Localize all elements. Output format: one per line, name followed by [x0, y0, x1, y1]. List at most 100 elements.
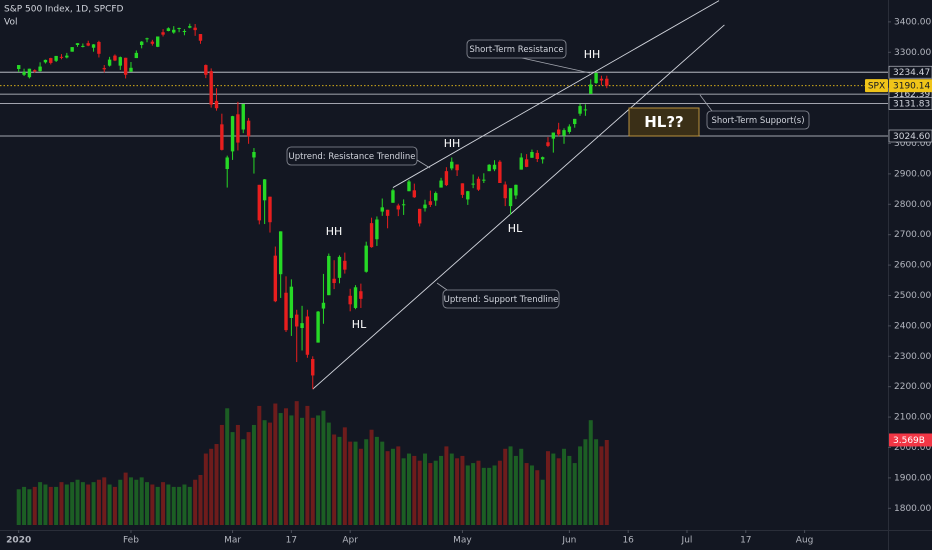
candle-body: [311, 359, 315, 376]
volume-bar: [59, 482, 64, 525]
candle-body: [524, 159, 529, 167]
candle-body: [182, 31, 187, 33]
volume-bar: [562, 448, 567, 525]
candle-body: [91, 44, 96, 48]
candle-body: [59, 56, 64, 58]
volume-bar: [449, 453, 454, 525]
y-tick-label: 2300.00: [894, 352, 931, 362]
volume-bar: [439, 455, 444, 525]
candle-body: [551, 132, 556, 139]
candle-body: [33, 70, 37, 72]
candle-body: [188, 26, 192, 28]
volume-bar: [278, 413, 283, 525]
candle-body: [492, 164, 497, 170]
candle-body: [327, 255, 331, 296]
volume-bar: [476, 460, 481, 525]
candle-body: [364, 245, 368, 272]
volume-bar: [177, 486, 182, 525]
candle-body: [599, 78, 604, 81]
candle-body: [450, 161, 454, 169]
volume-bar: [134, 479, 139, 525]
volume-bar: [604, 439, 609, 525]
volume-bar: [198, 474, 203, 525]
candle-body: [407, 181, 411, 192]
candle-body: [396, 205, 400, 210]
candle-body: [417, 208, 422, 224]
volume-bar: [107, 484, 112, 525]
callout-text: Short-Term Resistance: [469, 45, 563, 55]
volume-bar: [251, 424, 256, 525]
volume-bar: [257, 405, 262, 525]
callout-box: [442, 289, 560, 309]
volume-bar: [22, 486, 27, 525]
level-label: 3024.60: [893, 132, 930, 142]
candle-body: [177, 27, 181, 29]
volume-bar: [128, 477, 133, 525]
y-tick-label: 2100.00: [894, 413, 931, 423]
x-tick-label: Jun: [561, 536, 576, 546]
candle-body: [540, 157, 545, 160]
candle-body: [65, 55, 69, 58]
volume-bar: [412, 455, 417, 525]
volume-bar: [219, 424, 224, 525]
volume-tag-box: [889, 433, 932, 447]
volume-bar: [214, 444, 219, 525]
candle-body: [300, 323, 304, 329]
candle-body: [289, 286, 294, 318]
candle-body: [391, 190, 395, 203]
volume-bar: [385, 451, 390, 525]
candle-body: [503, 184, 507, 199]
candle-body: [284, 292, 288, 331]
candle-body: [535, 152, 539, 159]
level-label: 3234.47: [893, 68, 930, 78]
candle-body: [129, 67, 133, 72]
volume-bar: [171, 486, 176, 525]
volume-bar: [369, 429, 374, 525]
volume-bar: [16, 489, 21, 525]
level-label: 3131.83: [893, 99, 930, 109]
candle-body: [466, 191, 470, 200]
volume-bar: [86, 484, 91, 525]
chart-title: S&P 500 Index, 1D, SPCFD: [4, 5, 124, 15]
candle-body: [434, 193, 438, 201]
volume-bar: [492, 465, 497, 525]
y-tick-label: 2800.00: [894, 200, 931, 210]
volume-bar: [75, 479, 80, 525]
candle-body: [209, 71, 213, 105]
volume-bar: [193, 479, 198, 525]
volume-bar: [123, 472, 128, 525]
candle-body: [385, 209, 390, 216]
plot-area: [0, 0, 888, 525]
candle-body: [428, 201, 433, 205]
volume-bar: [545, 451, 550, 525]
candle-body: [134, 52, 139, 59]
candle-body: [305, 316, 310, 355]
candle-body: [508, 188, 513, 207]
volume-bar: [112, 486, 117, 525]
level-label: 3162.39: [893, 90, 930, 100]
y-tick-label: 2000.00: [894, 443, 931, 453]
level-label-box: [888, 65, 932, 79]
candle-body: [498, 161, 502, 184]
volume-bar: [551, 453, 556, 525]
candle-body: [471, 183, 475, 185]
volume-bar: [166, 484, 171, 525]
callout-box: [466, 39, 567, 59]
candle-body: [359, 291, 363, 299]
volume-bar: [471, 463, 476, 525]
candle-body: [22, 72, 26, 75]
candle-body: [583, 109, 588, 111]
candle-body: [401, 204, 406, 206]
y-tick-label: 2200.00: [894, 382, 931, 392]
candle-body: [214, 100, 219, 109]
y-tick-label: 1900.00: [894, 473, 931, 483]
volume-bar: [417, 460, 422, 525]
volume-bar: [225, 408, 230, 525]
candle-body: [439, 180, 443, 188]
volume-bar: [487, 467, 492, 525]
candle-body: [102, 68, 106, 70]
swing-label: HL: [352, 318, 367, 331]
volume-bar: [310, 417, 315, 525]
callout-box: [706, 110, 810, 130]
